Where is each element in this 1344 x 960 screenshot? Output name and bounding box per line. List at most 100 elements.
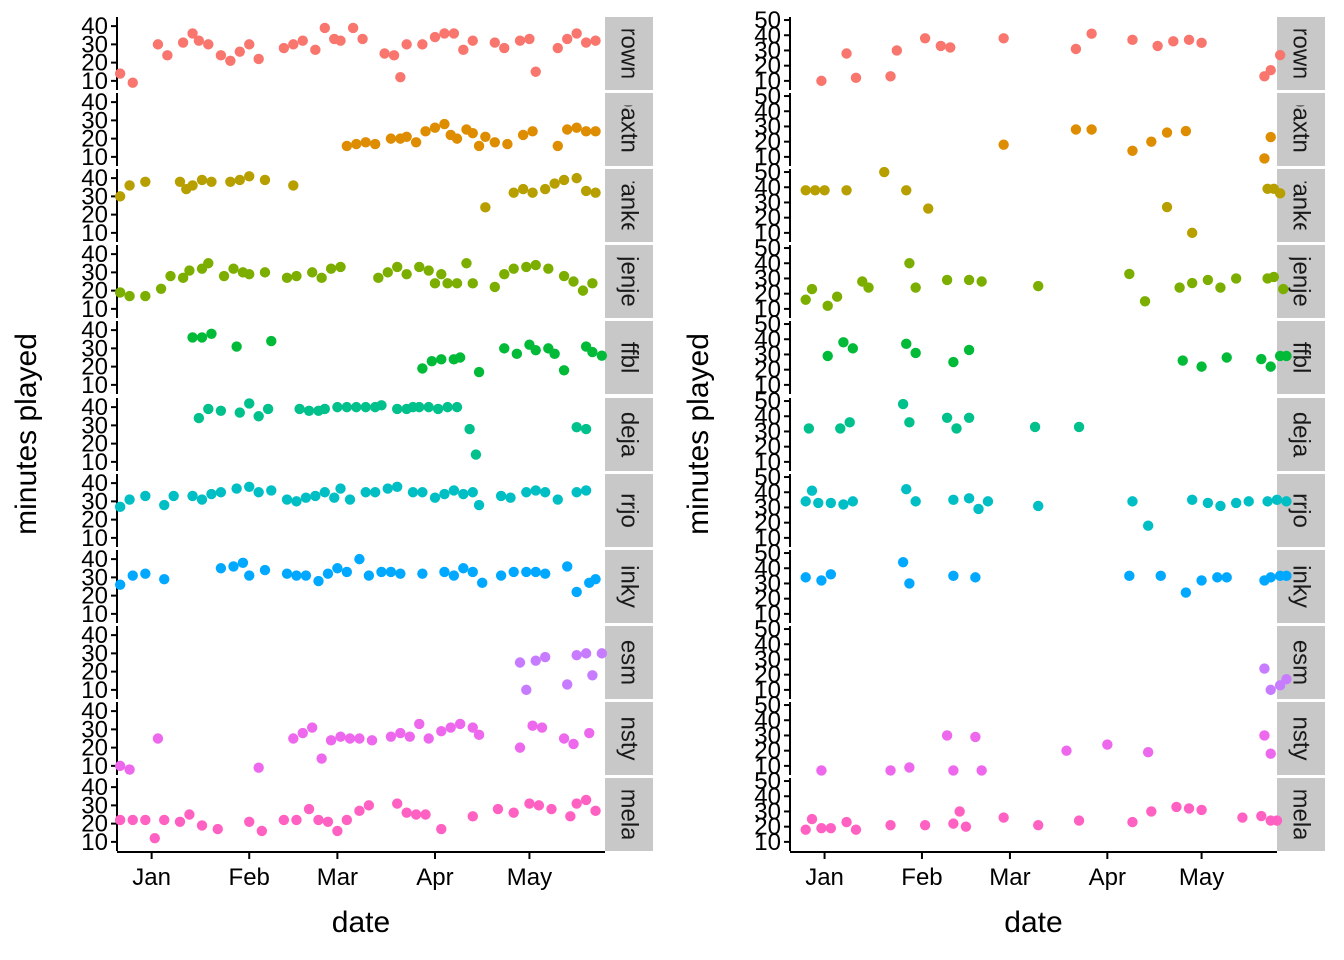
data-point xyxy=(467,487,478,498)
data-point xyxy=(385,133,397,144)
y-tick-label: 30 xyxy=(754,189,781,216)
data-point xyxy=(847,343,859,354)
data-point xyxy=(508,566,519,578)
y-tick-label: 30 xyxy=(754,341,781,368)
facet-strip-label: jenje xyxy=(616,255,643,307)
data-point xyxy=(1262,496,1273,507)
data-point xyxy=(458,563,469,574)
data-point xyxy=(401,269,412,280)
data-point xyxy=(341,401,353,413)
data-point xyxy=(360,487,371,498)
data-point xyxy=(297,727,308,739)
data-point xyxy=(155,283,167,294)
data-point xyxy=(803,423,815,434)
facet-strip-label: baxtnk xyxy=(616,94,643,166)
data-point xyxy=(316,272,327,284)
data-point xyxy=(473,366,485,378)
data-point xyxy=(530,566,541,578)
data-point xyxy=(1155,570,1166,582)
data-point xyxy=(998,139,1009,150)
facet-strip-label: ranke xyxy=(616,175,643,235)
data-point xyxy=(351,138,362,150)
data-point xyxy=(1281,570,1292,582)
y-tick-label: 10 xyxy=(81,525,108,552)
y-tick-label: 20 xyxy=(81,202,108,229)
data-point xyxy=(963,274,975,286)
data-point xyxy=(945,42,956,53)
facet-strip-label: deja xyxy=(1288,412,1315,458)
data-point xyxy=(322,816,334,827)
data-point xyxy=(1029,421,1041,433)
data-point xyxy=(562,33,573,45)
data-point xyxy=(159,499,170,511)
data-point xyxy=(963,493,975,504)
data-point xyxy=(1171,801,1182,813)
data-point xyxy=(196,820,208,831)
data-point xyxy=(1281,674,1292,685)
facet-strip xyxy=(1277,169,1325,242)
x-tick-label: Feb xyxy=(229,864,270,891)
y-tick-label: 10 xyxy=(754,677,781,704)
y-tick-label: 40 xyxy=(754,250,781,277)
data-point xyxy=(253,411,264,422)
data-point xyxy=(159,814,170,826)
data-point xyxy=(319,22,330,34)
y-tick-label: 40 xyxy=(754,631,781,658)
y-tick-label: 50 xyxy=(754,616,781,643)
data-point xyxy=(580,37,592,48)
data-point xyxy=(948,356,959,368)
data-point xyxy=(332,401,343,413)
data-point xyxy=(800,572,811,583)
data-point xyxy=(590,35,601,46)
y-tick-label: 10 xyxy=(81,601,108,628)
data-point xyxy=(590,126,601,137)
data-point xyxy=(1033,280,1044,292)
data-point xyxy=(215,563,227,574)
data-point xyxy=(203,39,214,50)
data-point xyxy=(546,803,557,815)
data-point xyxy=(357,33,368,45)
data-point xyxy=(354,805,365,817)
data-point xyxy=(1127,816,1138,828)
data-point xyxy=(436,823,447,835)
data-point xyxy=(948,818,959,829)
data-point xyxy=(970,572,981,583)
data-point xyxy=(580,794,592,806)
data-point xyxy=(429,122,441,133)
y-tick-label: 30 xyxy=(754,494,781,521)
data-point xyxy=(184,265,195,276)
y-tick-label: 40 xyxy=(81,89,108,116)
data-point xyxy=(819,185,830,196)
data-point xyxy=(800,185,811,196)
data-point xyxy=(332,563,343,574)
facet-strip xyxy=(605,245,653,318)
data-point xyxy=(439,488,450,500)
y-tick-label: 40 xyxy=(754,555,781,582)
data-point xyxy=(558,174,570,186)
facet-strip xyxy=(605,474,653,547)
data-point xyxy=(313,814,324,826)
y-tick-label: 20 xyxy=(81,126,108,153)
data-point xyxy=(963,412,975,423)
data-point xyxy=(319,403,330,415)
data-point xyxy=(244,398,255,409)
y-tick-label: 40 xyxy=(754,98,781,125)
data-point xyxy=(1221,352,1232,363)
y-axis-title: minutes played xyxy=(10,333,43,535)
data-point xyxy=(354,733,365,744)
data-point xyxy=(244,269,255,280)
data-point xyxy=(850,824,862,835)
data-point xyxy=(379,48,390,59)
data-point xyxy=(521,684,532,696)
data-point xyxy=(325,735,337,746)
data-point xyxy=(568,276,579,287)
x-tick-label: Mar xyxy=(989,864,1030,891)
data-point xyxy=(1180,125,1192,137)
data-point xyxy=(835,423,846,434)
data-point xyxy=(580,648,592,659)
data-point xyxy=(329,492,340,503)
